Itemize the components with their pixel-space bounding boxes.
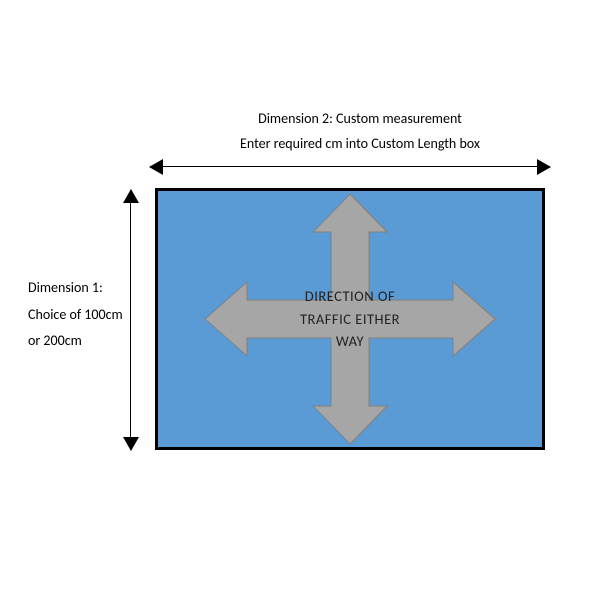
mat-rectangle [155, 188, 545, 450]
dimension1-label: Dimension 1: Choice of 100cm or 200cm [28, 275, 128, 355]
dimension2-title: Dimension 2: Custom measurement [170, 110, 550, 128]
dimension1-arrow [130, 190, 131, 450]
dimension1-title: Dimension 1: [28, 279, 103, 296]
diagram-canvas: Dimension 2: Custom measurement Enter re… [0, 0, 600, 600]
dimension1-subtitle: Choice of 100cm or 200cm [28, 306, 123, 350]
dimension2-arrow [150, 166, 550, 167]
dimension2-subtitle: Enter required cm into Custom Length box [170, 135, 550, 153]
